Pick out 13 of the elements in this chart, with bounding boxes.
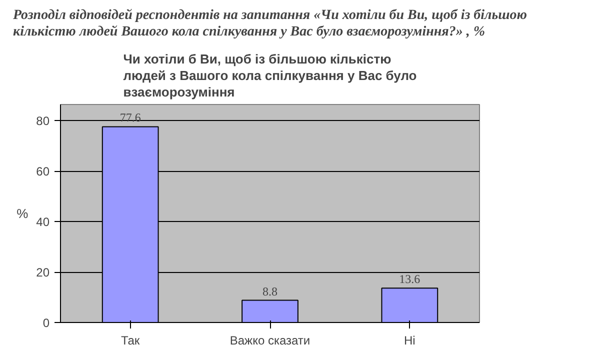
- data-label: 13.6: [399, 272, 420, 286]
- x-tick-label: Важко сказати: [230, 334, 310, 348]
- y-tick-label: 40: [36, 215, 50, 230]
- y-tick-label: 0: [42, 316, 50, 330]
- x-tick-label: Ні: [404, 334, 416, 348]
- chart-title: Розподіл відповідей респондентів на запитання «Чи хотіли би Ви, щоб із більшою кількістю людей Вашого кола спілкування у Вас було взаєморозуміння?» , %: [12, 8, 528, 40]
- y-tick-label: 80: [36, 114, 50, 128]
- chart-subtitle: Чи хотіли б Ви, щоб із більшою кількістю людей з Вашого кола спілкування у Вас було взаєморозуміння: [123, 52, 417, 100]
- y-tick-label: 20: [36, 266, 50, 280]
- y-axis-title: %: [16, 206, 29, 221]
- x-tick-label: Так: [120, 334, 140, 348]
- y-tick-label: 60: [36, 164, 50, 179]
- data-label: 8.8: [262, 284, 278, 298]
